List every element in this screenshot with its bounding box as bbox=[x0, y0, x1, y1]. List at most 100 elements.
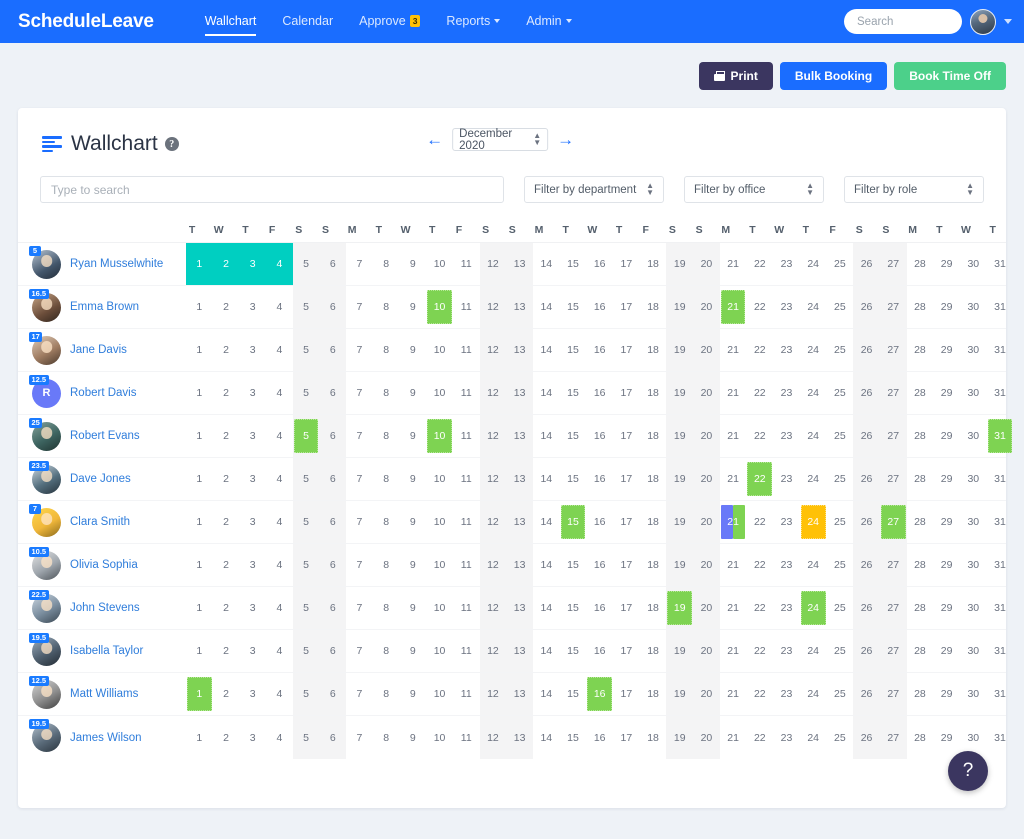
day-cell-18[interactable]: 18 bbox=[640, 329, 667, 371]
nav-link-calendar[interactable]: Calendar bbox=[269, 2, 346, 41]
day-cell-27[interactable]: 27 bbox=[879, 458, 907, 500]
day-cell-13[interactable]: 13 bbox=[506, 329, 533, 371]
month-select[interactable]: December 2020 ▲ ▼ bbox=[452, 128, 549, 152]
day-cell-31[interactable]: 31 bbox=[987, 415, 1014, 457]
day-cell-7[interactable]: 7 bbox=[346, 329, 373, 371]
day-cell-5[interactable]: 5 bbox=[292, 630, 320, 672]
day-cell-13[interactable]: 13 bbox=[506, 501, 533, 543]
day-cell-18[interactable]: 18 bbox=[640, 458, 667, 500]
day-cell-29[interactable]: 29 bbox=[933, 673, 960, 715]
day-cell-13[interactable]: 13 bbox=[506, 587, 533, 629]
day-cell-18[interactable]: 18 bbox=[640, 243, 667, 285]
day-cell-26[interactable]: 26 bbox=[853, 286, 880, 328]
day-cell-17[interactable]: 17 bbox=[613, 458, 640, 500]
day-cell-2[interactable]: 2 bbox=[213, 587, 240, 629]
day-cell-9[interactable]: 9 bbox=[400, 630, 427, 672]
day-cell-2[interactable]: 2 bbox=[213, 243, 240, 285]
day-cell-22[interactable]: 22 bbox=[746, 673, 773, 715]
day-cell-28[interactable]: 28 bbox=[907, 544, 934, 586]
day-cell-6[interactable]: 6 bbox=[319, 243, 347, 285]
day-cell-30[interactable]: 30 bbox=[960, 716, 987, 759]
day-cell-13[interactable]: 13 bbox=[506, 415, 533, 457]
day-cell-12[interactable]: 12 bbox=[479, 329, 507, 371]
day-cell-12[interactable]: 12 bbox=[479, 673, 507, 715]
day-cell-28[interactable]: 28 bbox=[907, 630, 934, 672]
day-cell-19[interactable]: 19 bbox=[666, 286, 694, 328]
day-cell-11[interactable]: 11 bbox=[453, 630, 480, 672]
day-cell-19[interactable]: 19 bbox=[666, 587, 694, 629]
day-cell-2[interactable]: 2 bbox=[213, 501, 240, 543]
day-cell-1[interactable]: 1 bbox=[186, 286, 213, 328]
role-filter-select[interactable]: Filter by role ▲ ▼ bbox=[844, 176, 984, 203]
day-cell-6[interactable]: 6 bbox=[319, 458, 347, 500]
day-cell-18[interactable]: 18 bbox=[640, 415, 667, 457]
day-cell-20[interactable]: 20 bbox=[693, 544, 720, 586]
day-cell-22[interactable]: 22 bbox=[746, 458, 773, 500]
day-cell-29[interactable]: 29 bbox=[933, 415, 960, 457]
day-cell-24[interactable]: 24 bbox=[800, 673, 827, 715]
day-cell-20[interactable]: 20 bbox=[693, 716, 720, 759]
day-cell-7[interactable]: 7 bbox=[346, 286, 373, 328]
day-cell-25[interactable]: 25 bbox=[827, 243, 854, 285]
day-cell-22[interactable]: 22 bbox=[746, 630, 773, 672]
day-cell-31[interactable]: 31 bbox=[987, 501, 1014, 543]
day-cell-13[interactable]: 13 bbox=[506, 286, 533, 328]
day-cell-3[interactable]: 3 bbox=[239, 458, 266, 500]
day-cell-13[interactable]: 13 bbox=[506, 716, 533, 759]
day-cell-5[interactable]: 5 bbox=[292, 329, 320, 371]
day-cell-21[interactable]: 21 bbox=[720, 587, 747, 629]
day-cell-11[interactable]: 11 bbox=[453, 243, 480, 285]
day-cell-10[interactable]: 10 bbox=[426, 587, 453, 629]
day-cell-13[interactable]: 13 bbox=[506, 630, 533, 672]
day-cell-12[interactable]: 12 bbox=[479, 415, 507, 457]
day-cell-11[interactable]: 11 bbox=[453, 716, 480, 759]
day-cell-24[interactable]: 24 bbox=[800, 286, 827, 328]
day-cell-29[interactable]: 29 bbox=[933, 329, 960, 371]
day-cell-16[interactable]: 16 bbox=[586, 544, 613, 586]
day-cell-25[interactable]: 25 bbox=[827, 544, 854, 586]
day-cell-4[interactable]: 4 bbox=[266, 716, 293, 759]
day-cell-19[interactable]: 19 bbox=[666, 630, 694, 672]
day-cell-15[interactable]: 15 bbox=[560, 329, 587, 371]
day-cell-1[interactable]: 1 bbox=[186, 673, 213, 715]
employee-name-link[interactable]: Emma Brown bbox=[70, 301, 140, 313]
day-cell-20[interactable]: 20 bbox=[693, 329, 720, 371]
day-cell-14[interactable]: 14 bbox=[533, 329, 560, 371]
employee-name-link[interactable]: Jane Davis bbox=[70, 344, 127, 356]
day-cell-7[interactable]: 7 bbox=[346, 716, 373, 759]
day-cell-3[interactable]: 3 bbox=[239, 286, 266, 328]
brand-logo[interactable]: ScheduleLeave bbox=[18, 10, 154, 32]
day-cell-11[interactable]: 11 bbox=[453, 544, 480, 586]
day-cell-19[interactable]: 19 bbox=[666, 673, 694, 715]
day-cell-28[interactable]: 28 bbox=[907, 458, 934, 500]
day-cell-9[interactable]: 9 bbox=[400, 716, 427, 759]
day-cell-23[interactable]: 23 bbox=[773, 673, 800, 715]
day-cell-25[interactable]: 25 bbox=[827, 630, 854, 672]
avatar[interactable] bbox=[970, 8, 996, 35]
day-cell-23[interactable]: 23 bbox=[773, 587, 800, 629]
day-cell-26[interactable]: 26 bbox=[853, 329, 880, 371]
day-cell-15[interactable]: 15 bbox=[560, 544, 587, 586]
day-cell-30[interactable]: 30 bbox=[960, 544, 987, 586]
day-cell-8[interactable]: 8 bbox=[373, 243, 400, 285]
day-cell-19[interactable]: 19 bbox=[666, 501, 694, 543]
prev-month-button[interactable]: ← bbox=[426, 130, 444, 149]
day-cell-7[interactable]: 7 bbox=[346, 372, 373, 414]
day-cell-13[interactable]: 13 bbox=[506, 372, 533, 414]
day-cell-6[interactable]: 6 bbox=[319, 372, 347, 414]
day-cell-16[interactable]: 16 bbox=[586, 587, 613, 629]
day-cell-11[interactable]: 11 bbox=[453, 458, 480, 500]
employee-name-link[interactable]: Clara Smith bbox=[70, 516, 131, 528]
employee-name-link[interactable]: Olivia Sophia bbox=[70, 559, 138, 571]
day-cell-23[interactable]: 23 bbox=[773, 501, 800, 543]
day-cell-6[interactable]: 6 bbox=[319, 544, 347, 586]
day-cell-16[interactable]: 16 bbox=[586, 243, 613, 285]
day-cell-9[interactable]: 9 bbox=[400, 458, 427, 500]
day-cell-29[interactable]: 29 bbox=[933, 286, 960, 328]
day-cell-8[interactable]: 8 bbox=[373, 716, 400, 759]
day-cell-15[interactable]: 15 bbox=[560, 372, 587, 414]
print-button[interactable]: Print bbox=[698, 61, 773, 90]
day-cell-10[interactable]: 10 bbox=[426, 501, 453, 543]
day-cell-22[interactable]: 22 bbox=[746, 286, 773, 328]
day-cell-28[interactable]: 28 bbox=[907, 372, 934, 414]
